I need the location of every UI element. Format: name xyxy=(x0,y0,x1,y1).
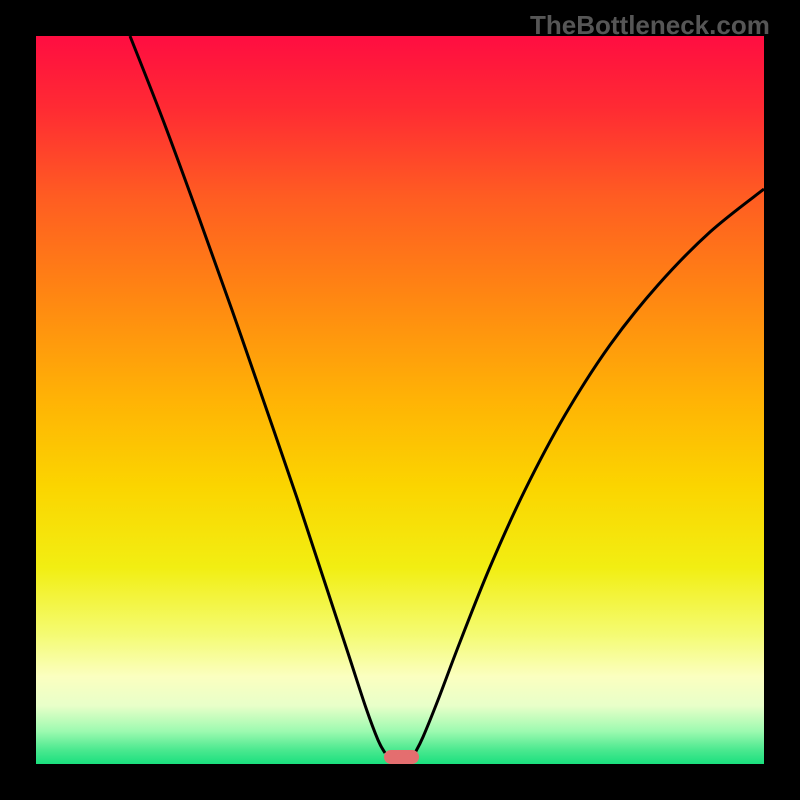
watermark: TheBottleneck.com xyxy=(530,10,770,41)
curve-left xyxy=(130,36,385,753)
optimal-marker xyxy=(384,750,419,764)
bottleneck-curves xyxy=(0,0,800,800)
curve-right xyxy=(415,189,764,753)
chart-canvas: TheBottleneck.com xyxy=(0,0,800,800)
